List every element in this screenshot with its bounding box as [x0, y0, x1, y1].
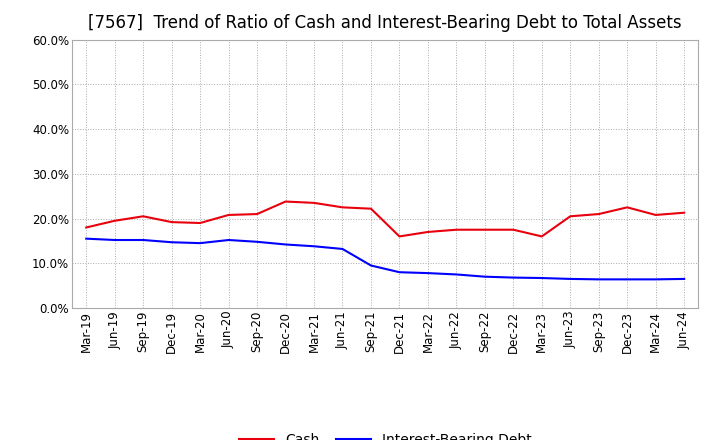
Cash: [452, 227, 461, 232]
Cash: [366, 206, 375, 211]
Interest-Bearing Debt: [395, 270, 404, 275]
Cash: [623, 205, 631, 210]
Interest-Bearing Debt: [537, 275, 546, 281]
Interest-Bearing Debt: [509, 275, 518, 280]
Cash: [566, 214, 575, 219]
Legend: Cash, Interest-Bearing Debt: Cash, Interest-Bearing Debt: [233, 428, 537, 440]
Interest-Bearing Debt: [253, 239, 261, 245]
Cash: [139, 214, 148, 219]
Cash: [167, 220, 176, 225]
Cash: [253, 211, 261, 216]
Interest-Bearing Debt: [452, 272, 461, 277]
Cash: [282, 199, 290, 204]
Cash: [509, 227, 518, 232]
Interest-Bearing Debt: [110, 237, 119, 242]
Cash: [652, 213, 660, 218]
Cash: [225, 213, 233, 218]
Interest-Bearing Debt: [82, 236, 91, 241]
Interest-Bearing Debt: [566, 276, 575, 282]
Cash: [110, 218, 119, 224]
Interest-Bearing Debt: [623, 277, 631, 282]
Interest-Bearing Debt: [282, 242, 290, 247]
Title: [7567]  Trend of Ratio of Cash and Interest-Bearing Debt to Total Assets: [7567] Trend of Ratio of Cash and Intere…: [89, 15, 682, 33]
Cash: [480, 227, 489, 232]
Cash: [196, 220, 204, 226]
Interest-Bearing Debt: [338, 246, 347, 252]
Interest-Bearing Debt: [366, 263, 375, 268]
Cash: [395, 234, 404, 239]
Interest-Bearing Debt: [225, 237, 233, 242]
Interest-Bearing Debt: [480, 274, 489, 279]
Line: Cash: Cash: [86, 202, 684, 236]
Cash: [82, 225, 91, 230]
Cash: [595, 211, 603, 216]
Interest-Bearing Debt: [310, 244, 318, 249]
Interest-Bearing Debt: [196, 241, 204, 246]
Interest-Bearing Debt: [167, 240, 176, 245]
Line: Interest-Bearing Debt: Interest-Bearing Debt: [86, 238, 684, 279]
Cash: [680, 210, 688, 215]
Interest-Bearing Debt: [652, 277, 660, 282]
Cash: [537, 234, 546, 239]
Interest-Bearing Debt: [680, 276, 688, 282]
Interest-Bearing Debt: [423, 271, 432, 276]
Interest-Bearing Debt: [139, 237, 148, 242]
Cash: [310, 200, 318, 205]
Cash: [423, 229, 432, 235]
Interest-Bearing Debt: [595, 277, 603, 282]
Cash: [338, 205, 347, 210]
